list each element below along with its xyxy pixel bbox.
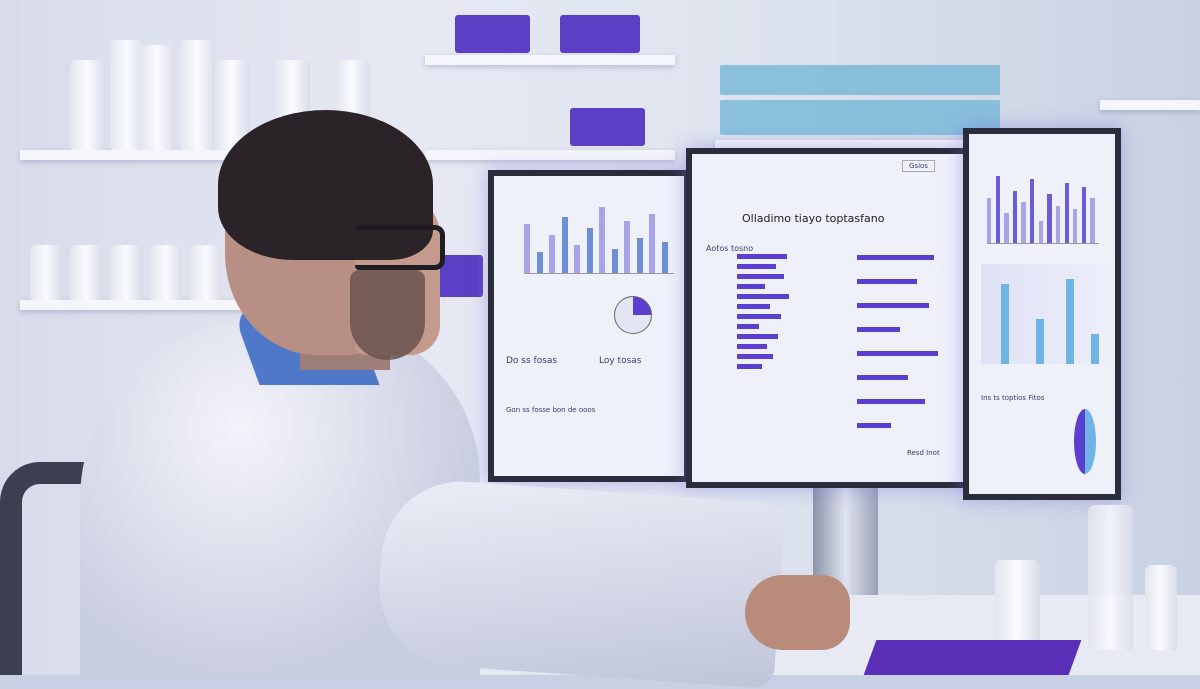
metric-bars [857,249,947,449]
chart-bar [1030,179,1035,243]
metric-bar [857,351,938,356]
chart-bar [636,238,643,273]
chart-bar [661,241,668,273]
storage-box [455,15,530,53]
glass-bottle [1088,505,1133,650]
toolbar-button[interactable]: Gsios [902,160,935,172]
chart-bar [1021,201,1026,243]
chart-bar [1055,205,1061,243]
bar-chart [987,169,1099,244]
storage-box [560,15,640,53]
chart-bar [737,274,784,279]
chart-bar [737,354,773,359]
dashboard-title: Olladimo tiayo toptasfano [742,212,885,225]
metric-bar [857,255,934,260]
chart-bar [737,254,787,259]
chart-bar [586,227,593,273]
chart-bar [549,234,556,273]
chart-bar [1004,213,1009,243]
chart-bar [599,206,606,273]
chart-bar [561,217,568,273]
chart-bar [1081,186,1087,243]
chart-bar [987,198,992,243]
chart-bar [536,252,543,273]
chart-bar [737,314,781,319]
hand [745,575,850,650]
glasses-icon [355,225,445,270]
chart-bar [737,364,762,369]
arm [374,476,786,689]
metric-bar [857,279,917,284]
bottle [110,245,142,300]
chart-bar [1090,198,1095,243]
chart-bar [574,245,581,273]
metric-bar [857,399,925,404]
chart-bar [737,304,770,309]
chart-bar [1038,220,1043,243]
shelf [1100,100,1200,110]
chart-bar [737,264,776,269]
section-label: Do ss fosas [506,356,558,366]
bottle [30,245,62,300]
chart-bar [1012,190,1018,243]
storage-box [720,100,1000,135]
bottle [150,245,182,300]
shelf [715,140,1005,150]
bottle [70,245,102,300]
hair [218,110,433,260]
metric-bar [857,423,891,428]
chart-bar [1064,183,1069,243]
chart-bar [611,248,618,273]
footer-label: Gon ss fosse bon de ooos [506,406,596,414]
shelf [20,300,380,310]
chart-bar [737,284,765,289]
shelf [20,150,380,160]
bottle [190,245,222,300]
chart-bar [649,213,656,273]
horizontal-bar-chart [737,254,797,384]
left-monitor: Do ss fosas Loy tosas Gon ss fosse bon d… [488,170,690,482]
section-label: Ins ts toptios Fitos [981,394,1045,402]
beard [350,270,425,360]
section-label: Loy tosas [599,356,642,366]
storage-box [438,255,483,297]
center-monitor: Gsios Olladimo tiayo toptasfano Aotos to… [686,148,969,488]
bottle [140,45,175,150]
chart-bar [624,220,631,273]
bar-chart [524,204,674,274]
shelf [425,150,675,160]
shelf [425,55,675,65]
notebook [863,640,1082,675]
metric-bar [857,375,908,380]
chart-panel [981,264,1106,364]
chart-bar [737,294,790,299]
storage-box [570,108,645,146]
pie-chart [614,296,652,334]
chart-bar [737,324,759,329]
metric-bar [857,303,930,308]
bottle [70,60,105,150]
footer-label: Resd Inot [907,449,940,457]
chart-bar [995,175,1000,243]
section-label: Aotos tosno [706,244,754,253]
chart-bar [737,334,779,339]
bottle [180,40,215,150]
chart-bar [1073,209,1078,243]
storage-box [720,65,1000,95]
chart-bar [524,224,531,273]
bottle [110,40,145,150]
metric-bar [857,327,900,332]
pill-bottle [995,560,1040,640]
donut-chart [1074,409,1096,474]
vial [1145,565,1177,650]
right-monitor: Ins ts toptios Fitos [963,128,1121,500]
chart-bar [1047,194,1052,243]
chart-bar [737,344,768,349]
